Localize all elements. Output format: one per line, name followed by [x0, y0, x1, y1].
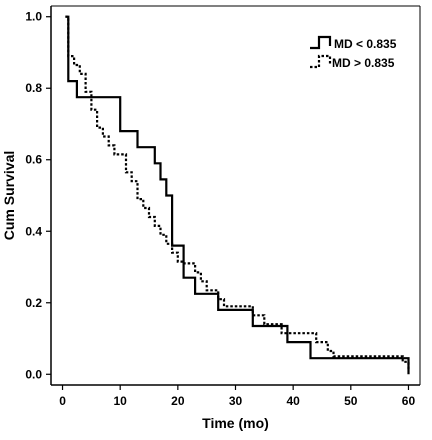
legend-label-md-low: MD < 0.835 [334, 37, 397, 51]
y-tick-label: 0.6 [25, 153, 42, 167]
x-tick-label: 10 [114, 394, 128, 408]
legend-symbol-md-low [310, 35, 332, 50]
x-axis-title: Time (mo) [202, 415, 269, 431]
y-tick-label: 0.0 [25, 367, 42, 381]
plot-area: 0.0 0.2 0.4 0.6 0.8 1.0 0 10 20 30 40 50 60 [25, 5, 421, 408]
y-axis-ticks: 0.0 0.2 0.4 0.6 0.8 1.0 [25, 10, 51, 381]
y-axis-title: Cum Survival [1, 151, 17, 240]
y-tick-label: 0.2 [25, 296, 42, 310]
y-tick-label: 0.8 [25, 81, 42, 95]
legend-label-md-high: MD > 0.835 [332, 56, 395, 70]
x-tick-label: 40 [286, 394, 300, 408]
x-axis-ticks: 0 10 20 30 40 50 60 [59, 385, 415, 408]
legend-symbol-md-high [310, 54, 332, 69]
survival-curve-md-low [65, 15, 410, 375]
survival-curve-md-high [65, 15, 410, 371]
x-tick-label: 20 [171, 394, 185, 408]
x-tick-label: 30 [229, 394, 243, 408]
y-tick-label: 0.4 [25, 224, 42, 238]
legend: MD < 0.835 MD > 0.835 [310, 35, 397, 70]
x-tick-label: 50 [344, 394, 358, 408]
x-tick-label: 60 [402, 394, 416, 408]
y-tick-label: 1.0 [25, 10, 42, 24]
x-tick-label: 0 [59, 394, 66, 408]
series-layer [65, 15, 410, 375]
